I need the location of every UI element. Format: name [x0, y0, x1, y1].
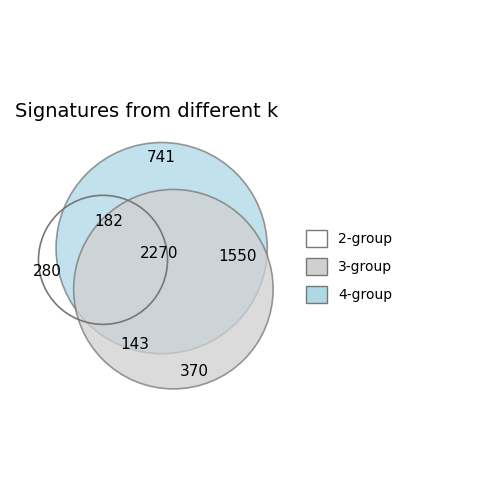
Text: 280: 280 [33, 264, 61, 279]
Circle shape [74, 190, 273, 389]
Legend: 2-group, 3-group, 4-group: 2-group, 3-group, 4-group [299, 223, 399, 310]
Text: 741: 741 [147, 150, 176, 165]
Text: 2270: 2270 [140, 246, 178, 262]
Text: 370: 370 [179, 364, 209, 379]
Text: 182: 182 [94, 214, 123, 229]
Title: Signatures from different k: Signatures from different k [16, 102, 279, 121]
Text: 1550: 1550 [219, 249, 257, 265]
Text: 143: 143 [121, 337, 150, 352]
Circle shape [56, 143, 267, 354]
